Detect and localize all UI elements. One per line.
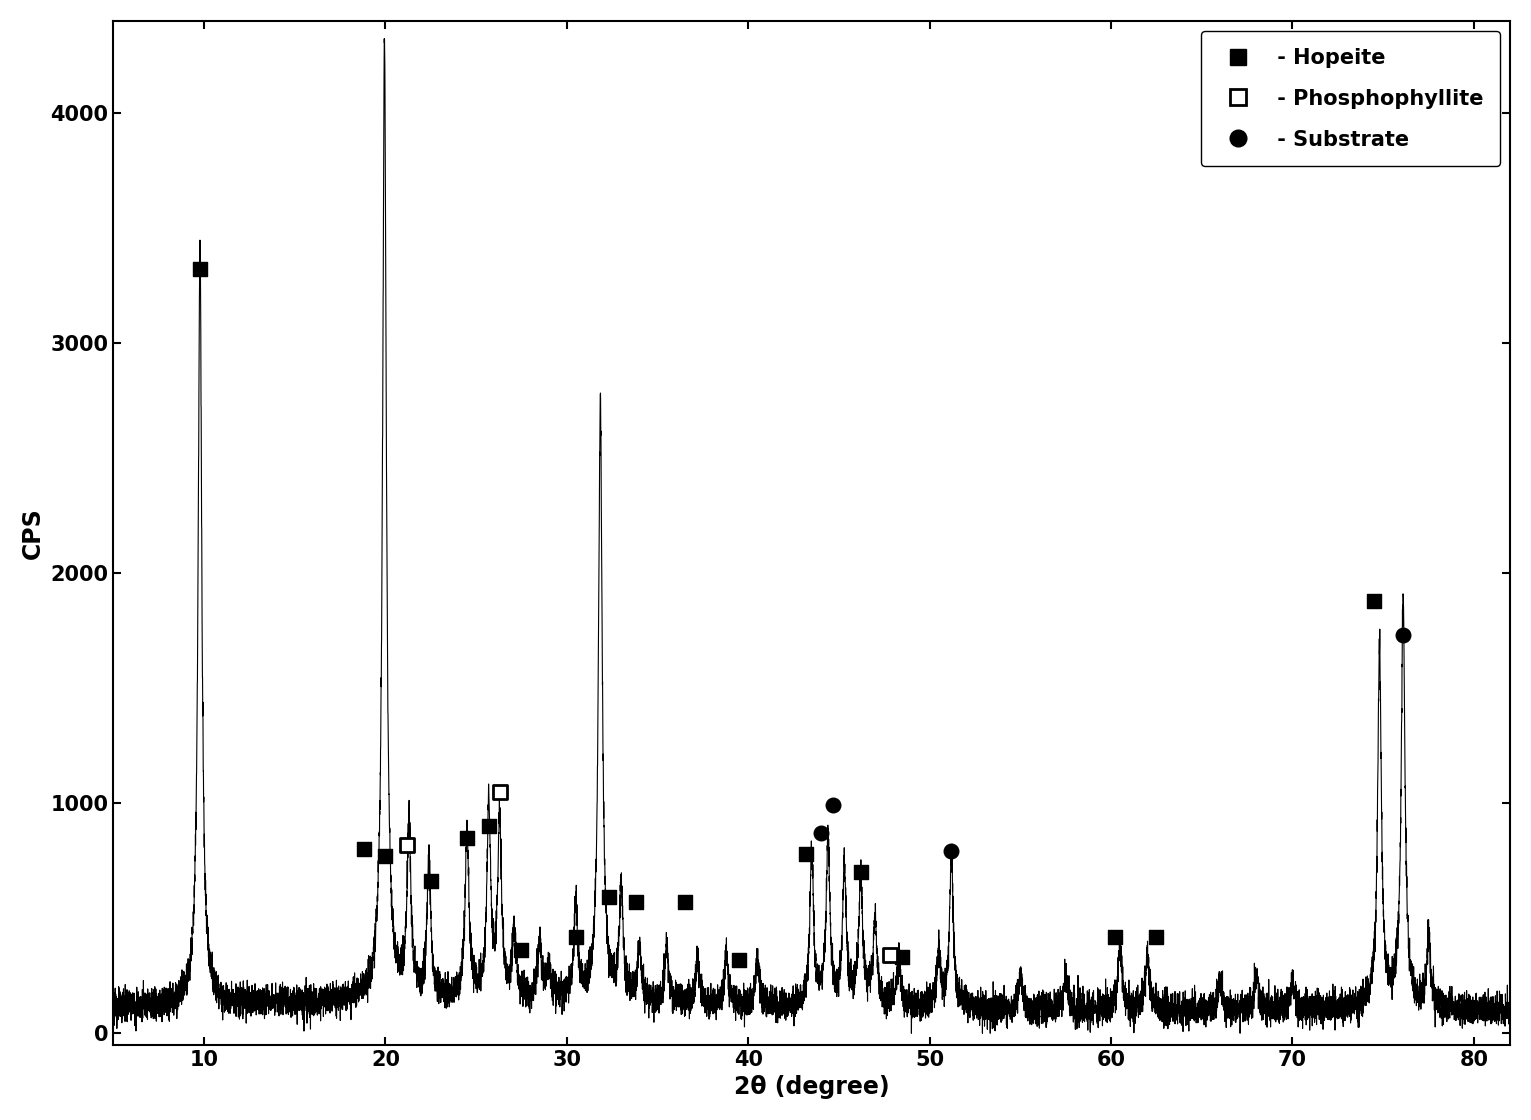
Point	[476, 818, 501, 836]
Point	[821, 796, 845, 814]
Point	[395, 836, 419, 853]
Point	[1144, 927, 1168, 945]
Point	[848, 864, 873, 881]
Point	[877, 946, 902, 964]
Point	[890, 949, 914, 967]
Point	[623, 893, 648, 911]
Point	[455, 829, 479, 847]
Point	[351, 840, 375, 858]
Point	[374, 847, 398, 865]
Point	[672, 893, 697, 911]
Point	[795, 844, 819, 862]
Y-axis label: CPS: CPS	[21, 507, 44, 559]
Point	[727, 951, 752, 969]
Point	[487, 783, 511, 801]
Point	[1102, 927, 1127, 945]
Point	[939, 842, 963, 860]
Point	[596, 888, 620, 906]
Point	[1363, 591, 1387, 609]
Point	[418, 872, 442, 890]
Point	[563, 927, 588, 945]
Legend:  - Hopeite,  - Phosphophyllite,  - Substrate: - Hopeite, - Phosphophyllite, - Substrat…	[1200, 31, 1500, 166]
Point	[188, 260, 213, 278]
Point	[510, 942, 534, 960]
Point	[808, 824, 833, 842]
Point	[1390, 626, 1415, 644]
X-axis label: 2θ (degree): 2θ (degree)	[733, 1075, 890, 1099]
